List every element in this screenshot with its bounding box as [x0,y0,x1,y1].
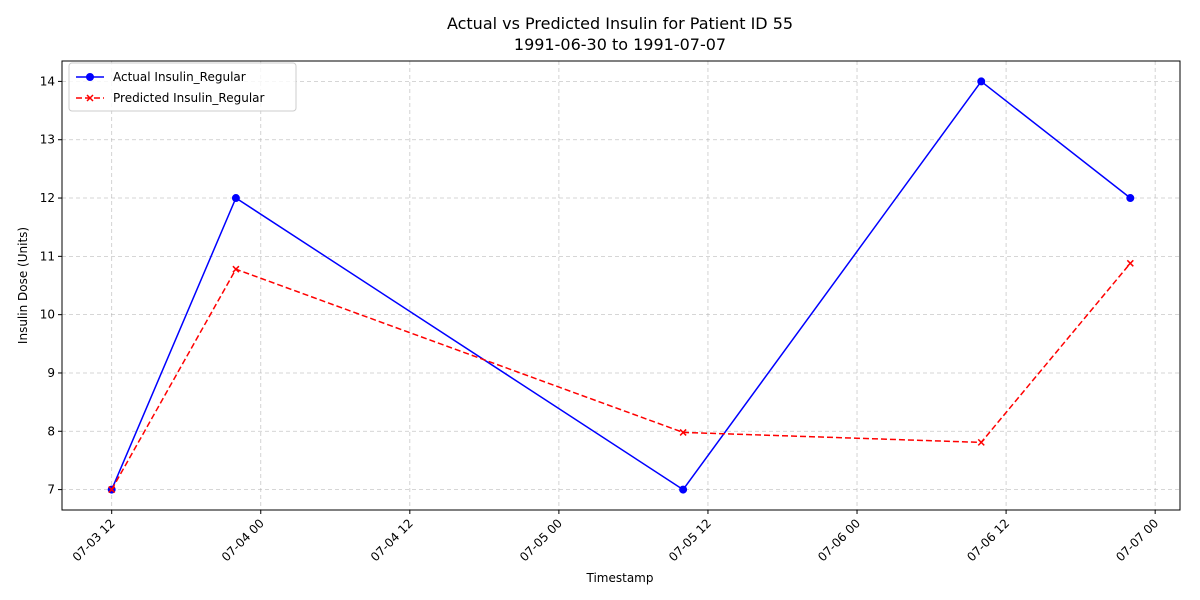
y-tick-label: 10 [40,308,55,322]
data-point [977,438,985,446]
legend-label: Predicted Insulin_Regular [113,91,265,105]
legend-entries: Actual Insulin_Regular Predicted Insulin_… [76,70,265,105]
legend: Actual Insulin_Regular Predicted Insulin_… [68,62,297,112]
data-point [679,428,687,436]
chart-subtitle: 1991-06-30 to 1991-07-07 [514,35,726,54]
series-predicted [108,259,1134,494]
y-axis: 7 8 9 10 11 12 13 14 [40,74,62,497]
legend-entry: Actual Insulin_Regular [76,70,246,84]
data-point [1126,194,1135,203]
y-tick-label: 14 [40,74,55,88]
data-point [977,77,986,86]
y-tick-label: 13 [40,133,55,147]
legend-marker [86,94,94,102]
y-axis-label: Insulin Dose (Units) [16,227,30,344]
data-point [108,486,116,494]
legend-box [68,62,297,112]
y-tick-label: 7 [47,483,55,497]
data-point [232,265,240,273]
grid [62,61,1180,510]
chart-title: Actual vs Predicted Insulin for Patient … [447,14,793,33]
data-point [231,194,240,203]
legend-label: Actual Insulin_Regular [113,70,246,84]
series-group [107,77,1135,494]
y-tick-label: 9 [47,366,55,380]
legend-marker [86,73,94,81]
legend-entry: Predicted Insulin_Regular [76,91,265,105]
x-axis-label: Timestamp [586,571,654,585]
y-tick-label: 11 [40,249,55,263]
plot-frame [61,60,1181,511]
y-tick-label: 8 [47,424,55,438]
y-tick-label: 12 [40,191,55,205]
data-point [1126,259,1134,267]
data-point [679,485,688,494]
